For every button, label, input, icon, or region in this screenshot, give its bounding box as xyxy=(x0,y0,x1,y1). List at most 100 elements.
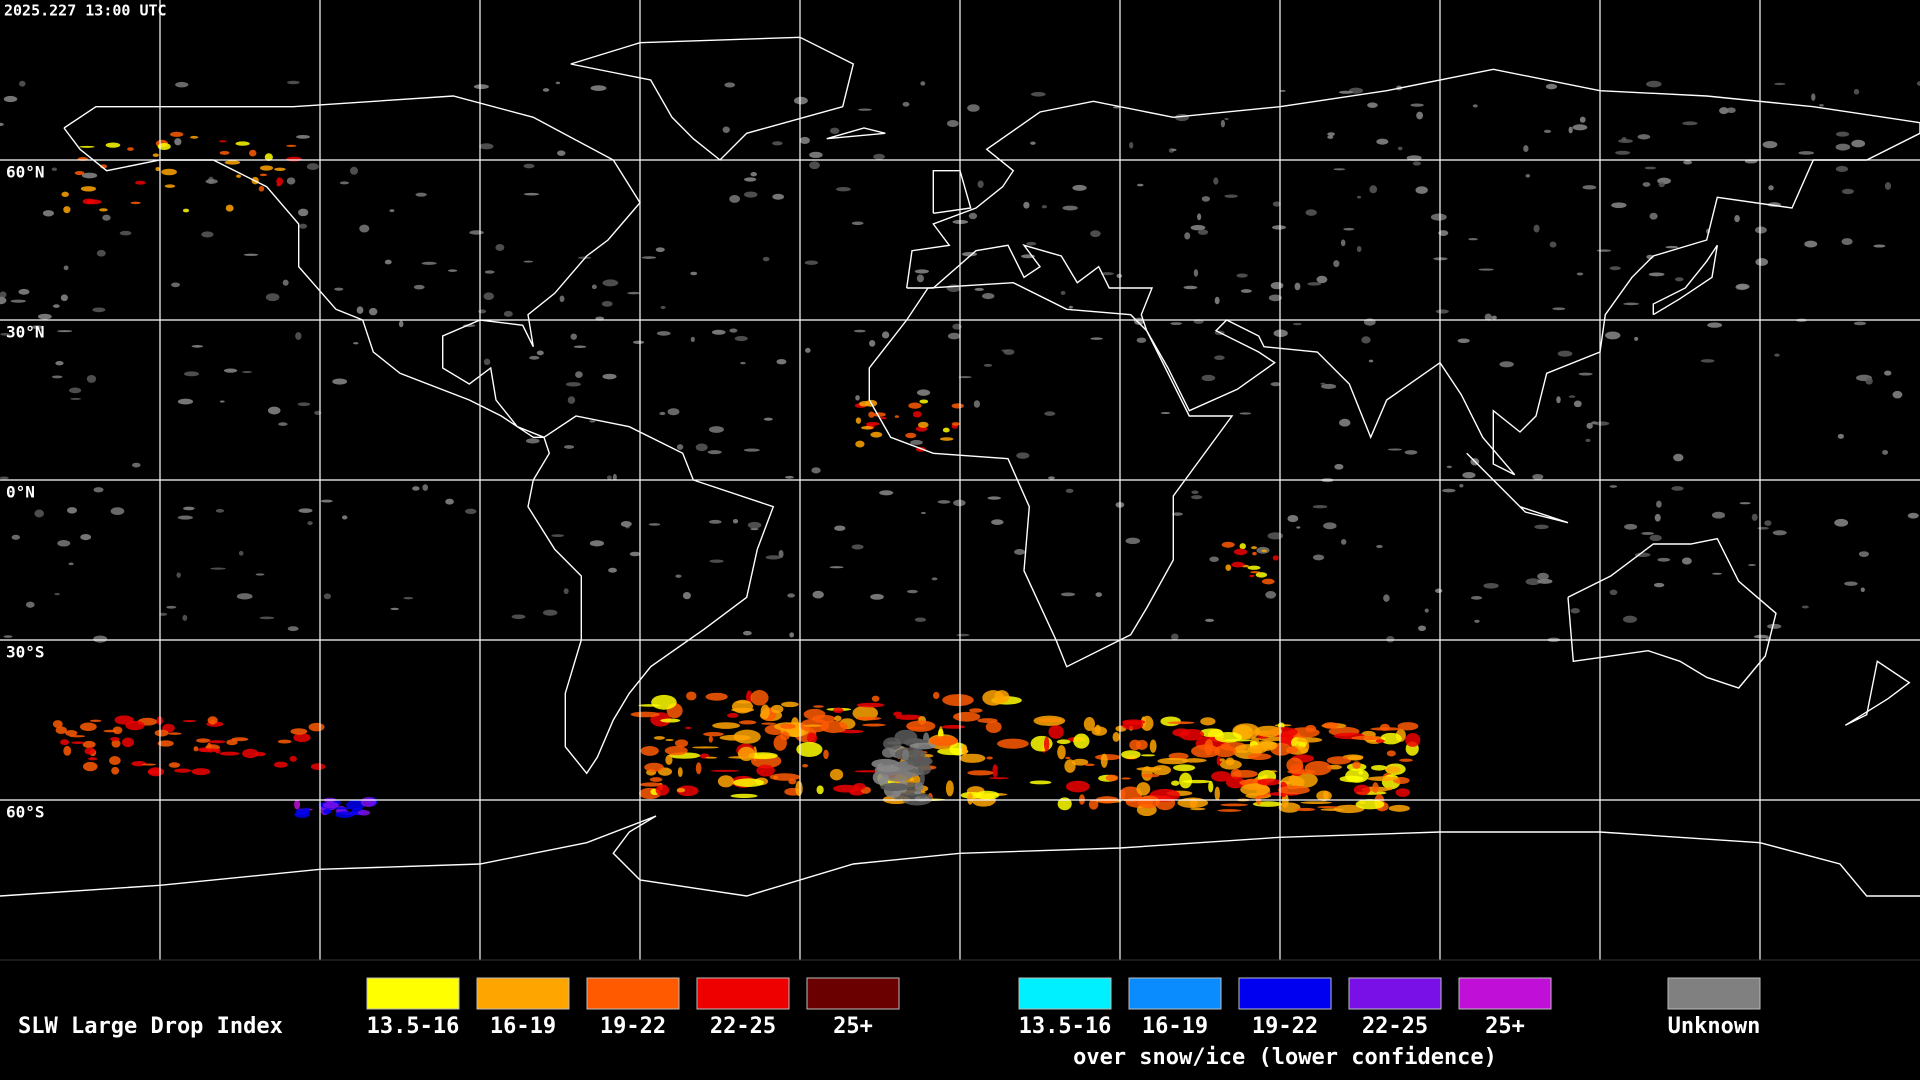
cloud-patch xyxy=(987,496,1001,500)
cloud-patch xyxy=(695,443,708,452)
cloud-patch xyxy=(750,690,769,706)
cloud-patch xyxy=(1658,181,1665,188)
cloud-patch xyxy=(760,704,770,720)
cloud-patch xyxy=(177,398,194,405)
cloud-patch xyxy=(31,325,44,329)
cloud-patch xyxy=(1674,277,1684,282)
cloud-patch xyxy=(1292,322,1302,326)
cloud-patch xyxy=(1623,302,1640,306)
cloud-patch xyxy=(323,593,332,600)
cloud-patch xyxy=(1068,305,1074,309)
cloud-patch xyxy=(1190,224,1206,231)
cloud-patch xyxy=(787,593,795,598)
cloud-patch xyxy=(1532,473,1544,480)
cloud-patch xyxy=(1418,625,1427,632)
cloud-patch xyxy=(839,729,864,734)
cloud-patch xyxy=(1648,272,1665,277)
cloud-patch xyxy=(1320,382,1326,385)
cloud-patch xyxy=(79,722,97,732)
cloud-patch xyxy=(218,140,227,143)
cloud-patch xyxy=(1048,724,1064,739)
cloud-patch xyxy=(1272,555,1279,561)
cloud-patch xyxy=(176,572,181,578)
cloud-patch xyxy=(1033,715,1066,726)
coastline xyxy=(906,68,1920,476)
cloud-patch xyxy=(1470,596,1483,600)
cloud-patch xyxy=(1835,165,1849,173)
cloud-patch xyxy=(1611,202,1627,209)
cloud-patch xyxy=(712,722,741,729)
cloud-patch xyxy=(1248,744,1268,754)
cloud-patch xyxy=(339,181,350,185)
cloud-patch xyxy=(403,596,414,600)
cloud-patch xyxy=(601,300,613,307)
cloud-patch xyxy=(708,735,713,743)
cloud-patch xyxy=(323,808,332,815)
cloud-patch xyxy=(99,208,108,212)
cloud-patch xyxy=(157,142,171,151)
cloud-patch xyxy=(1213,745,1237,758)
cloud-patch xyxy=(349,166,359,175)
cloud-patch xyxy=(743,448,760,452)
cloud-patch xyxy=(390,607,400,611)
cloud-patch xyxy=(1213,177,1219,185)
cloud-patch xyxy=(1095,754,1121,761)
cloud-patch xyxy=(1358,770,1364,775)
cloud-patch xyxy=(276,183,281,187)
cloud-patch xyxy=(1376,544,1383,549)
cloud-patch xyxy=(802,763,809,768)
cloud-patch xyxy=(902,749,910,761)
cloud-patch xyxy=(1048,476,1055,480)
cloud-patch xyxy=(1204,739,1214,756)
cloud-patch xyxy=(812,590,824,599)
cloud-patch xyxy=(829,768,844,781)
coastline xyxy=(527,415,775,775)
legend-label: 22-25 xyxy=(710,1014,776,1039)
cloud-patch xyxy=(1483,582,1499,589)
cloud-patch xyxy=(1184,232,1191,240)
cloud-patch xyxy=(644,762,664,772)
cloud-patch xyxy=(1100,753,1108,768)
cloud-patch xyxy=(1416,111,1424,120)
cloud-patch xyxy=(103,729,118,733)
cloud-patch xyxy=(1435,309,1449,314)
cloud-patch xyxy=(81,172,98,179)
cloud-patch xyxy=(795,780,803,797)
cloud-patch xyxy=(1333,260,1340,268)
cloud-patch xyxy=(991,519,1004,525)
cloud-patch xyxy=(709,559,724,563)
cloud-patch xyxy=(1056,739,1071,745)
cloud-patch xyxy=(1251,546,1258,550)
cloud-patch xyxy=(989,777,1009,780)
cloud-patch xyxy=(1057,797,1072,811)
cloud-patch xyxy=(871,695,880,702)
cloud-patch xyxy=(111,766,120,775)
cloud-patch xyxy=(255,573,265,576)
cloud-patch xyxy=(290,728,308,735)
cloud-patch xyxy=(1412,161,1421,166)
cloud-patch xyxy=(119,230,132,236)
cloud-patch xyxy=(1030,91,1046,97)
cloud-patch xyxy=(958,376,972,379)
cloud-patch xyxy=(710,769,740,772)
cloud-patch xyxy=(1375,739,1385,743)
cloud-patch xyxy=(1326,756,1352,765)
cloud-patch xyxy=(1214,731,1243,743)
cloud-patch xyxy=(823,749,829,760)
cloud-patch xyxy=(1657,557,1671,562)
cloud-patch xyxy=(1568,395,1576,398)
cloud-patch xyxy=(523,163,535,169)
cloud-patch xyxy=(902,101,910,107)
cloud-patch xyxy=(294,811,310,818)
precipitation-layer xyxy=(0,80,1920,818)
cloud-patch xyxy=(873,153,885,160)
cloud-patch xyxy=(804,260,819,265)
cloud-patch xyxy=(1316,790,1332,802)
cloud-patch xyxy=(1307,282,1322,286)
cloud-patch xyxy=(1369,185,1378,194)
cloud-patch xyxy=(1649,212,1658,220)
cloud-patch xyxy=(167,732,182,735)
cloud-patch xyxy=(997,738,1029,749)
cloud-patch xyxy=(286,144,297,147)
cloud-patch xyxy=(1644,166,1657,170)
